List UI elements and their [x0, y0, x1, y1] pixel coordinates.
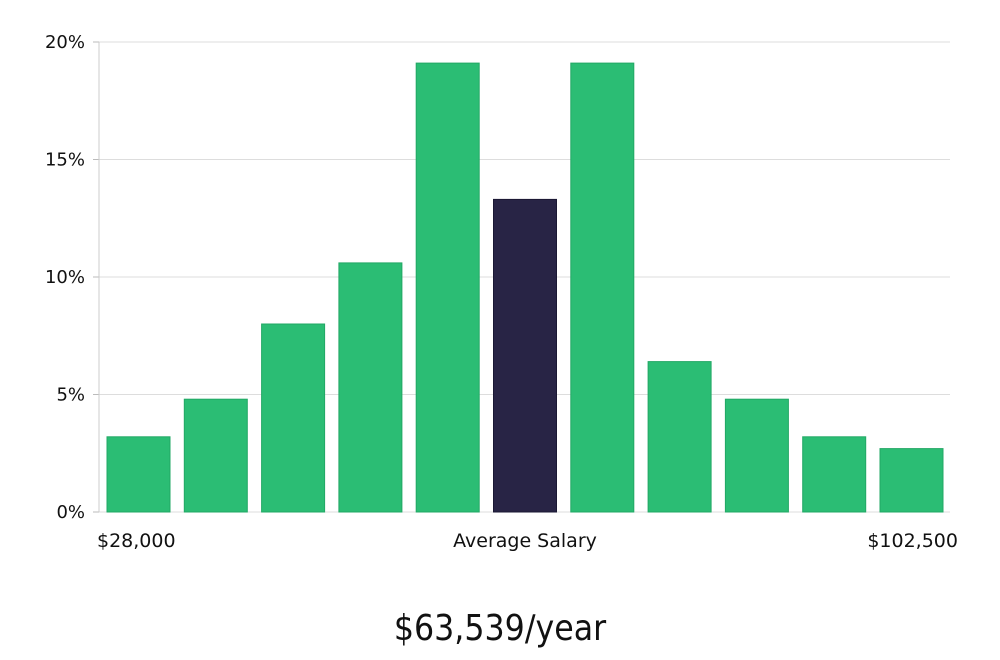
bars	[106, 62, 944, 513]
average-salary-value: $63,539/year	[393, 608, 607, 649]
bar	[647, 361, 712, 513]
y-tick-label: 5%	[56, 385, 85, 406]
x-label-max: $102,500	[867, 530, 958, 552]
y-tick-label: 15%	[45, 150, 85, 171]
x-label-average: Average Salary	[453, 530, 597, 552]
salary-histogram: 0% 5% 10% 15% 20% $28,000 Average Salary $10…	[45, 32, 958, 552]
y-tick-label: 20%	[45, 32, 85, 53]
bar	[724, 398, 789, 513]
y-tick-label: 10%	[45, 267, 85, 288]
bar	[338, 262, 403, 513]
bar	[879, 448, 944, 513]
bar	[261, 323, 326, 513]
y-axis-ticks: 0% 5% 10% 15% 20%	[45, 32, 99, 523]
bar	[802, 436, 867, 513]
x-label-min: $28,000	[97, 530, 176, 552]
bar	[183, 398, 248, 513]
bar-average	[493, 198, 557, 513]
bar	[106, 436, 171, 513]
y-tick-label: 0%	[56, 502, 85, 523]
bar	[570, 62, 635, 513]
bar	[415, 62, 480, 513]
